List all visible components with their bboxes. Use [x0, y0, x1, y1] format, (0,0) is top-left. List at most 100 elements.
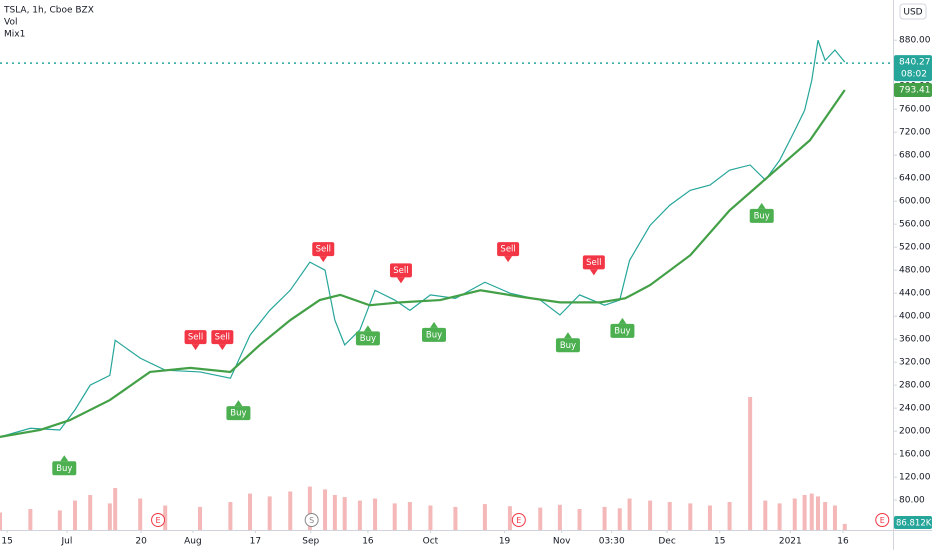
signal-arrow: [504, 256, 513, 263]
volume-bar: [307, 486, 312, 530]
indicator-value: 793.41: [899, 86, 931, 96]
volume-bar: [428, 505, 433, 530]
volume-bar: [73, 500, 78, 530]
y-tick-label: 320.00: [899, 358, 931, 368]
signal-box: [555, 338, 580, 353]
volume-bar: [688, 503, 693, 530]
signal-arrow: [319, 256, 328, 263]
signal-label: Buy: [754, 211, 770, 221]
volume-bar: [323, 489, 328, 530]
y-tick-label: 440.00: [899, 289, 931, 299]
event-label: E: [156, 516, 161, 525]
volume-bar: [832, 505, 837, 530]
volume-bar: [802, 495, 807, 530]
signal-arrow: [429, 321, 438, 328]
volume-bar: [842, 523, 847, 530]
signal-arrow: [563, 332, 572, 339]
volume-bar: [228, 502, 233, 530]
volume-bar: [748, 397, 753, 530]
signal-arrow: [618, 317, 627, 324]
signal-box: [211, 330, 234, 345]
event-marker: [511, 513, 526, 527]
volume-badge: [894, 516, 932, 529]
x-tick-label: 15: [714, 537, 725, 547]
y-tick-label: 480.00: [899, 266, 931, 276]
volume-bar: [57, 510, 62, 530]
signal-arrow: [191, 344, 200, 351]
volume-bar: [648, 500, 653, 530]
currency[interactable]: USD: [903, 8, 922, 18]
x-tick-label: Sep: [302, 537, 319, 547]
y-tick-label: 120.00: [899, 473, 931, 483]
signal-arrow: [60, 455, 69, 462]
volume-bar: [198, 506, 203, 530]
volume-bar: [602, 506, 607, 530]
volume-bar: [577, 509, 582, 530]
signal-arrow: [363, 325, 372, 332]
signal-box: [389, 263, 412, 278]
signal-arrow: [396, 277, 405, 284]
volume-bar: [373, 498, 378, 530]
x-tick-label: Aug: [184, 537, 202, 547]
signal-label: Buy: [560, 341, 576, 351]
volume-bar: [763, 500, 768, 530]
legend-indicator: Mix1: [4, 30, 25, 40]
signal-box: [497, 242, 520, 257]
signal-box: [184, 330, 207, 345]
event-label: E: [516, 516, 521, 525]
legend-symbol: TSLA, 1h, Cboe BZX: [3, 6, 94, 16]
x-tick-label: 2021: [779, 537, 802, 547]
signal-label: Sell: [316, 245, 331, 255]
signal-box: [582, 255, 605, 270]
legend-vol: Vol: [4, 18, 17, 28]
y-tick-label: 240.00: [899, 404, 931, 414]
volume-bar: [392, 503, 397, 530]
volume-bar: [815, 496, 820, 530]
y-tick-label: 200.00: [899, 427, 931, 437]
volume-bar: [248, 493, 253, 530]
x-tick-label: Jul: [61, 537, 73, 547]
y-tick-label: 880.00: [899, 36, 931, 46]
x-tick-label: Oct: [423, 537, 439, 547]
volume-bar: [482, 504, 487, 530]
signal-box: [355, 331, 380, 346]
signal-label: Sell: [393, 266, 408, 276]
signal-label: Buy: [614, 326, 630, 336]
signal-arrow: [218, 344, 227, 351]
volume-bar: [453, 506, 458, 530]
volume-bar: [163, 505, 168, 530]
volume-value: 86.812K: [896, 519, 932, 529]
y-tick-label: 720.00: [899, 128, 931, 138]
volume-bar: [88, 495, 93, 530]
signal-arrow: [234, 400, 243, 407]
volume-bar: [792, 498, 797, 530]
x-tick-label: 20: [135, 537, 147, 547]
signal-arrow: [589, 269, 598, 276]
x-tick-label: 16: [362, 537, 374, 547]
signal-box: [52, 461, 77, 476]
volume-bar: [288, 491, 293, 530]
indicator-line: [0, 89, 846, 438]
signal-label: Buy: [56, 464, 72, 474]
signal-arrow: [757, 202, 766, 209]
volume-bar: [407, 502, 412, 530]
y-tick-label: 520.00: [899, 243, 931, 253]
signal-label: Buy: [360, 334, 376, 344]
price-line: [0, 40, 846, 438]
volume-bar: [267, 496, 272, 530]
signal-box: [226, 406, 251, 421]
volume-bar: [342, 497, 347, 530]
volume-bar: [617, 508, 622, 530]
currency-box[interactable]: [899, 3, 927, 20]
y-tick-label: 80.00: [899, 496, 925, 506]
last-price: 840.27: [899, 58, 931, 68]
event-marker: [304, 513, 319, 527]
signal-label: Buy: [426, 330, 442, 340]
y-tick-label: 400.00: [899, 312, 931, 322]
volume-bar: [113, 488, 118, 530]
volume-bar: [707, 505, 712, 530]
x-tick-label: 03:30: [599, 537, 625, 547]
signal-label: Sell: [500, 245, 515, 255]
y-tick-label: 760.00: [899, 105, 931, 115]
